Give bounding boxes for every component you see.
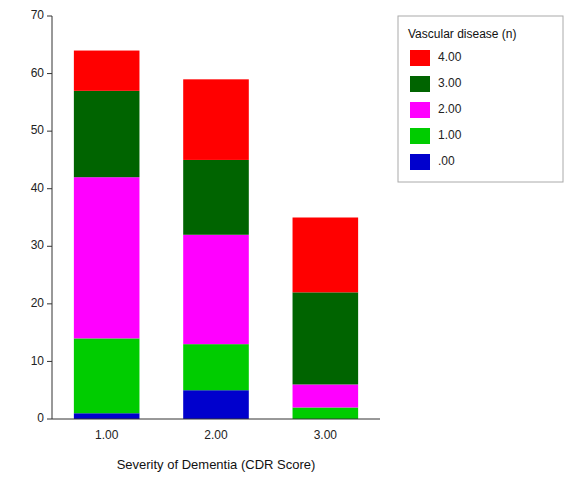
y-tick [47,361,52,362]
bar-segment [74,91,140,177]
legend-title: Vascular disease (n) [408,27,517,41]
x-axis-line [52,419,380,420]
bars [74,51,358,419]
x-tick-label: 1.00 [95,428,119,442]
legend-swatch [410,128,430,144]
bar-segment [74,413,140,419]
y-tick-label: 20 [31,296,45,310]
legend: Vascular disease (n) 4.00 3.00 2.00 1.00 .00 [398,16,563,182]
y-tick [47,131,52,132]
bar-segment [183,235,249,344]
bar-segment [74,51,140,91]
legend-label: .00 [438,154,455,168]
bar-segment [183,390,249,419]
legend-swatch [410,50,430,66]
bar-segment [74,177,140,338]
background [0,0,575,491]
y-tick [47,419,52,420]
x-tick-label: 2.00 [204,428,228,442]
y-tick-label: 0 [37,411,44,425]
x-tick-label: 3.00 [314,428,338,442]
bar-segment [183,79,249,160]
legend-label: 2.00 [438,102,462,116]
bar-segment [293,384,359,407]
y-tick [47,188,52,189]
legend-swatch [410,102,430,118]
x-axis-label: Severity of Dementia (CDR Score) [117,457,316,472]
bar-segment [293,292,359,384]
y-tick-label: 70 [31,8,45,22]
y-tick-label: 10 [31,354,45,368]
legend-label: 4.00 [438,50,462,64]
legend-swatch [410,154,430,170]
y-tick-label: 40 [31,181,45,195]
bar-segment [293,407,359,419]
bar-segment [293,218,359,293]
chart-container: 0 10 20 30 40 50 60 70 1.00 2.00 3.00 Severity of D… [0,0,575,491]
bar-segment [183,344,249,390]
y-tick-label: 50 [31,123,45,137]
bar-segment [74,338,140,413]
legend-label: 3.00 [438,76,462,90]
y-tick [47,16,52,17]
y-tick [47,303,52,304]
y-axis-line [52,16,53,419]
y-tick-label: 30 [31,238,45,252]
y-tick [47,73,52,74]
legend-frame [398,16,563,182]
chart-svg: 0 10 20 30 40 50 60 70 1.00 2.00 3.00 Severity of D… [0,0,575,491]
legend-swatch [410,76,430,92]
y-tick [47,246,52,247]
y-tick-label: 60 [31,66,45,80]
axes: 0 10 20 30 40 50 60 70 1.00 2.00 3.00 Severity of D… [31,8,380,472]
legend-label: 1.00 [438,128,462,142]
bar-segment [183,160,249,235]
